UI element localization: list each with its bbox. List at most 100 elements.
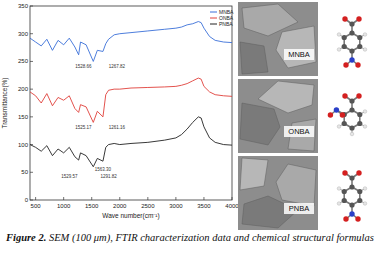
y-tick	[30, 172, 33, 173]
atom-c	[349, 30, 354, 35]
x-tick-label: 4000	[225, 203, 239, 209]
legend-label: PNBA	[219, 21, 233, 27]
crystal-shape	[276, 164, 316, 206]
panel-label: PNBA	[289, 204, 309, 213]
x-tick	[203, 197, 204, 200]
caption: Figure 2. SEM (100 μm), FTIR characteriz…	[6, 232, 378, 244]
atom-c	[349, 98, 354, 103]
atom-c	[349, 175, 354, 180]
atom-c	[357, 121, 362, 126]
y-tick	[30, 6, 33, 7]
sem-image	[238, 156, 318, 230]
peak-annotation: 1563.30	[95, 167, 112, 172]
x-tick-label: 1500	[85, 203, 99, 209]
atom-o	[342, 16, 347, 21]
atom-o	[343, 216, 348, 221]
atom-h	[363, 202, 367, 206]
atom-o	[343, 62, 348, 67]
y-axis-title: Transmittance(%)	[1, 77, 9, 128]
y-tick-label: 350	[18, 3, 29, 9]
x-tick	[91, 197, 92, 200]
atom-c	[342, 44, 347, 49]
ftir-chart: 0501001502002503003505001000150020002500…	[1, 3, 239, 220]
atom-c	[342, 121, 347, 126]
peak-annotation: 1529.57	[61, 174, 78, 179]
atom-o	[328, 112, 333, 117]
x-axis-title: Wave number(cm⁻¹)	[102, 212, 159, 220]
x-tick-label: 1000	[57, 203, 71, 209]
molecule	[337, 16, 367, 67]
atom-c	[349, 107, 354, 112]
plot-frame	[30, 6, 232, 200]
panel-label-box	[284, 203, 314, 214]
y-tick-label: 300	[18, 31, 29, 37]
x-tick-label: 3000	[169, 203, 183, 209]
atom-n	[349, 211, 354, 216]
crystal-shape	[276, 26, 316, 68]
atom-o	[342, 170, 347, 175]
atom-h	[337, 202, 341, 206]
caption-text: SEM (100 μm), FTIR characterization data…	[46, 232, 374, 243]
atom-c	[357, 189, 362, 194]
atom-n	[334, 107, 339, 112]
spectrum-line	[30, 78, 232, 122]
atom-h	[337, 125, 341, 129]
y-tick-label: 250	[18, 58, 29, 64]
atom-h	[363, 187, 367, 191]
atom-c	[349, 48, 354, 53]
atom-c	[342, 198, 347, 203]
sem-image	[238, 79, 318, 153]
atom-h	[363, 110, 367, 114]
x-tick-label: 3500	[197, 203, 211, 209]
peak-annotation: 1528.66	[75, 64, 92, 69]
atom-o	[355, 216, 360, 221]
crystal-shape	[240, 158, 268, 190]
peak-annotation: 1267.82	[109, 64, 126, 69]
panel-label-box	[284, 126, 314, 137]
peak-annotation: 1261.16	[109, 125, 126, 130]
atom-h	[363, 48, 367, 52]
atom-c	[357, 198, 362, 203]
panel-label: ONBA	[288, 127, 309, 136]
x-tick	[147, 197, 148, 200]
atom-h	[363, 125, 367, 129]
crystal-shape	[240, 42, 268, 74]
atom-o	[356, 93, 361, 98]
y-tick	[30, 61, 33, 62]
peak-annotation: 1525.17	[75, 125, 92, 130]
spectrum-line	[30, 22, 232, 62]
atom-c	[349, 21, 354, 26]
sem-panel: PNBA	[238, 156, 318, 230]
x-tick	[175, 197, 176, 200]
panel-label: MNBA	[288, 50, 310, 59]
atom-h	[337, 187, 341, 191]
y-tick	[30, 33, 33, 34]
atom-c	[349, 125, 354, 130]
x-tick-label: 2000	[113, 203, 127, 209]
series-group	[30, 22, 232, 167]
x-tick	[35, 197, 36, 200]
atom-c	[357, 112, 362, 117]
x-tick	[119, 197, 120, 200]
atom-c	[342, 35, 347, 40]
sem-image	[238, 2, 318, 76]
figure-canvas: 0501001502002503003505001000150020002500…	[0, 0, 384, 263]
caption-label: Figure 2.	[6, 232, 46, 243]
legend-swatch	[210, 24, 217, 25]
panel-label-box	[284, 49, 314, 60]
atom-c	[349, 202, 354, 207]
molecule	[328, 93, 367, 136]
atom-h	[337, 33, 341, 37]
atom-o	[356, 170, 361, 175]
atom-c	[357, 44, 362, 49]
figure: 0501001502002503003505001000150020002500…	[0, 0, 384, 263]
atom-h	[363, 33, 367, 37]
atom-c	[357, 35, 362, 40]
legend-swatch	[210, 12, 217, 13]
sem-panel: MNBA	[238, 2, 318, 76]
atom-h	[350, 132, 354, 136]
peak-annotation: 1291.82	[100, 174, 117, 179]
molecule	[337, 170, 367, 221]
atom-c	[342, 189, 347, 194]
y-tick	[30, 200, 33, 201]
